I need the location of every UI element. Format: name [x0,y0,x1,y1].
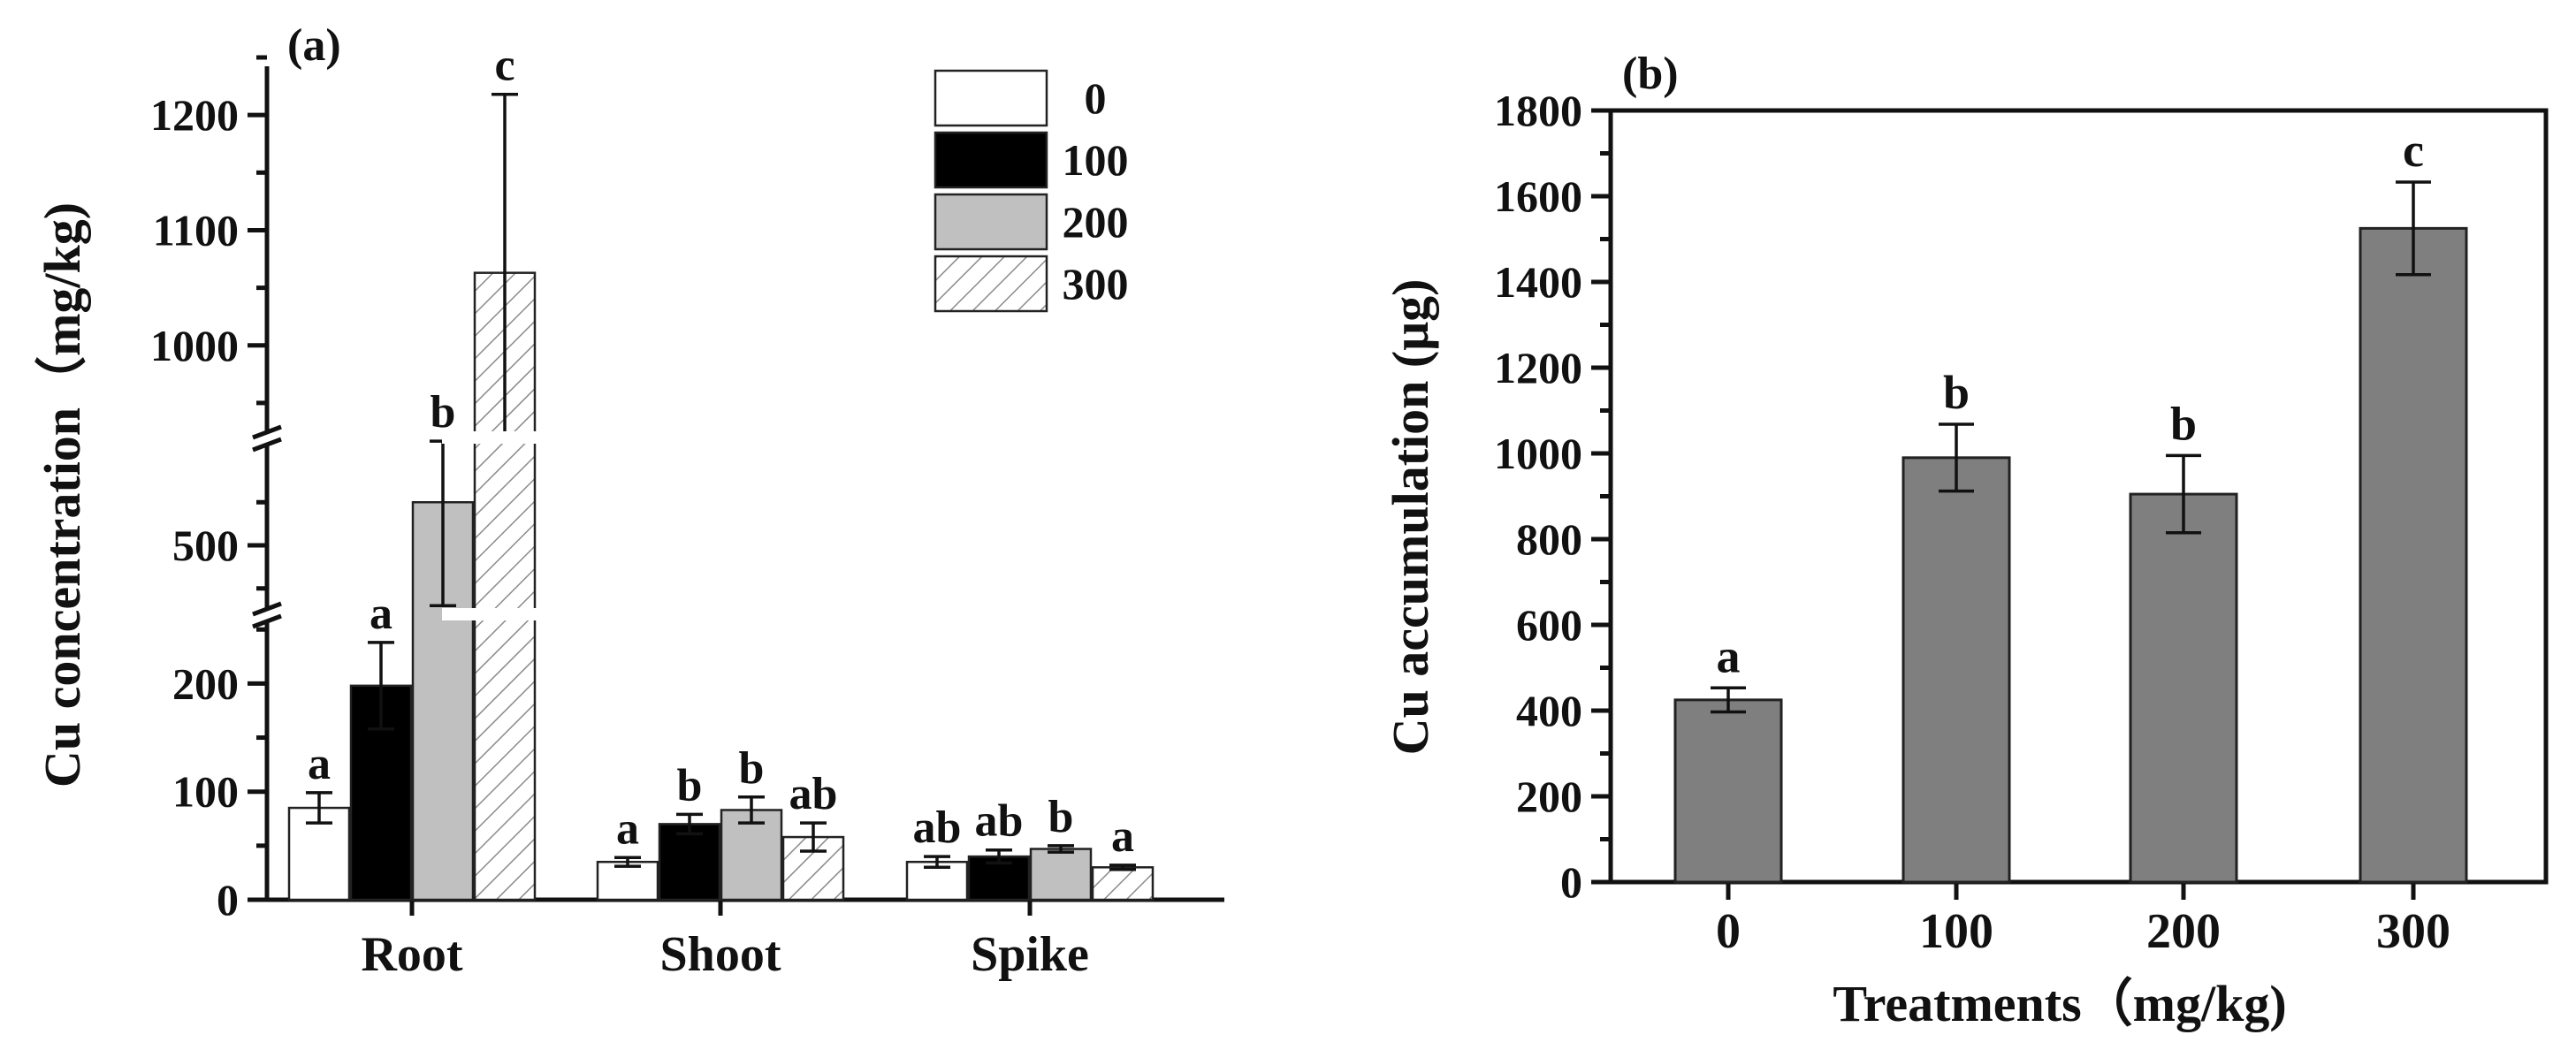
panel-b-x-tick-label: 100 [1919,904,1993,959]
panel-b-bar [1902,456,2011,884]
panel-a-y-axis-title: Cu concentration（mg/kg) [34,202,91,788]
panel-b-x-tick-label: 300 [2376,904,2450,959]
panel-b-y-tick-label: 200 [1516,772,1582,821]
panel-a-label: (a) [287,20,341,71]
panel-b-label: (b) [1622,49,1679,99]
panel-b-x-axis-title: Treatments（mg/kg) [1833,975,2286,1032]
panel-a-y-tick-label: 500 [172,521,239,570]
panel-a-bar [1029,848,1093,902]
panel-a-bar [658,823,721,902]
panel-a-legend-swatch [934,255,1048,313]
panel-b-x-tick-label: 0 [1716,904,1741,959]
panel-a-axis-break-mark [252,437,282,453]
panel-a-significance-letter: a [616,803,639,854]
panel-a-legend-label: 100 [1063,135,1129,185]
panel-a-legend-label: 300 [1063,259,1129,308]
panel-b-axes: 0 200 400 600 800 1000 1200 1400 1600 1800 [1494,86,2549,907]
panel-a-significance-letter: c [494,41,514,91]
panel-a-significance-letter: ab [975,796,1024,847]
panel-a-significance-letter: b [739,743,765,794]
panel-a-y-tick-label: 1100 [153,205,239,255]
panel-a-y-tick-label: 1200 [150,90,239,140]
panel-a-bar [720,809,783,902]
panel-a-significance-letter: a [1111,811,1134,862]
panel-a-axis-break-mark [252,601,282,617]
panel-b-y-tick-label: 1400 [1494,257,1582,307]
panel-a-x-tick-label: Spike [971,927,1089,982]
panel-b-significance-letter: c [2403,124,2424,177]
panel-a-bar [596,860,659,902]
panel-a-significance-letter: b [677,760,703,810]
panel-a-chart: (a) Cu concentration（mg/kg) 0 100 200 500 10… [34,20,1224,982]
panel-a-axis-break-mark [252,424,282,440]
panel-a-legend-label: 200 [1063,197,1129,247]
panel-a-bar-break-gap [442,608,583,620]
panel-b-y-axis-title: Cu accumulation (μg) [1382,279,1439,756]
panel-b-bar [1673,698,1783,884]
panel-a-bars [287,92,1155,902]
panel-a-axis-break-mark [252,613,282,629]
panel-a-significance-letter: b [431,387,456,438]
panel-b-y-tick-label: 1600 [1494,171,1582,221]
panel-b-bar [2359,226,2468,884]
panel-b-chart: (b) Cu accumulation (μg) Treatments（mg/k… [1382,49,2549,1032]
panel-b-y-tick-label: 1800 [1494,86,1582,135]
panel-b-bars [1673,180,2468,884]
panel-a-significance-letter: ab [913,803,962,853]
panel-a-significance-letter: b [1048,792,1074,842]
panel-a-legend-swatch [934,193,1048,251]
panel-b-y-tick-label: 600 [1516,600,1582,650]
panel-b-x-tick-label: 200 [2146,904,2221,959]
panel-a-x-tick-label: Shoot [660,927,781,982]
panel-a-legend-label: 0 [1085,73,1107,123]
panel-b-y-tick-label: 1200 [1494,343,1582,392]
panel-b-significance-letter: b [2170,397,2197,450]
panel-a-y-tick-label: 200 [172,658,239,708]
panel-a-significance-letter: ab [789,769,838,819]
panel-a-bar [349,684,413,902]
panel-b-y-tick-label: 1000 [1494,429,1582,478]
panel-b-y-tick-label: 0 [1560,857,1582,907]
panel-b-labels: 0 a 100 b 200 b 300 c [1716,124,2450,959]
panel-a-legend: 0 100 200 300 [934,69,1129,313]
panel-a-significance-letter: a [308,739,331,789]
panel-b-y-tick-label: 400 [1516,686,1582,735]
panel-b-y-tick-label: 800 [1516,514,1582,564]
panel-a-legend-swatch [934,69,1048,127]
panel-b-bar [2129,492,2238,884]
panel-a-significance-letter: a [370,589,392,639]
panel-a-y-tick-label: 1000 [150,321,239,370]
panel-a-bar [1091,866,1155,902]
panel-a-y-tick-label: 0 [217,875,239,924]
panel-a-x-tick-label: Root [361,927,462,982]
panel-a-bar-break-gap [442,431,583,444]
panel-a-legend-swatch [934,131,1048,189]
panel-b-significance-letter: a [1717,629,1741,682]
panel-a-y-tick-label: 100 [172,767,239,817]
panel-b-significance-letter: b [1943,366,1970,419]
